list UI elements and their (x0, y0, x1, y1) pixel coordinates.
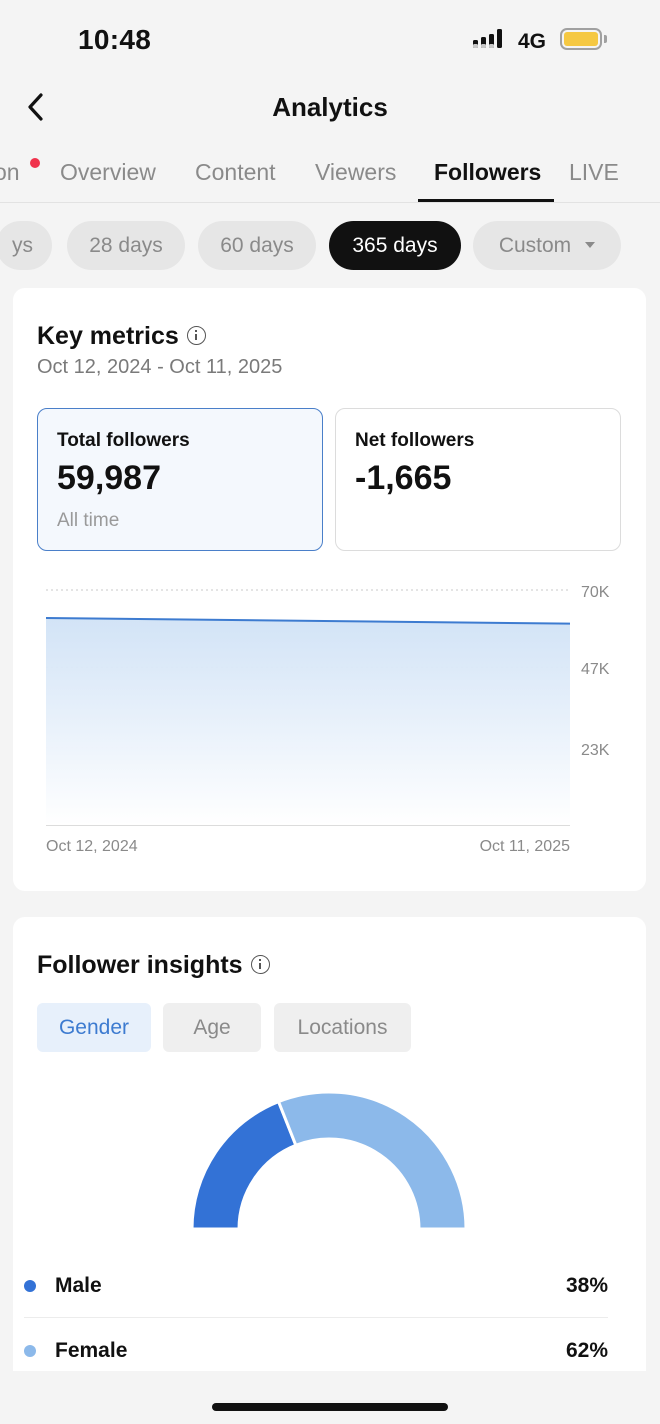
metric-sub: All time (57, 510, 120, 531)
analytics-tabs: on Overview Content Viewers Followers LI… (0, 145, 660, 203)
tab-viewers[interactable]: Viewers (315, 159, 397, 185)
info-icon[interactable] (250, 954, 270, 974)
range-chip-60-days[interactable]: 60 days (198, 221, 316, 270)
signal-icon (473, 28, 509, 48)
followers-chart[interactable]: 70K 47K 23K Oct 12, 2024 Oct 11, 2025 (13, 568, 646, 858)
home-indicator[interactable] (212, 1403, 448, 1411)
y-tick-label: 23K (581, 742, 610, 759)
y-tick-label: 70K (581, 584, 610, 601)
x-tick-label: Oct 11, 2025 (480, 838, 571, 855)
home-bar-area (0, 1371, 660, 1424)
metric-total-followers[interactable]: Total followers 59,987 All time (37, 408, 323, 551)
insight-tab-age[interactable]: Age (163, 1003, 261, 1052)
insight-tab-gender[interactable]: Gender (37, 1003, 151, 1052)
tab-live[interactable]: LIVE (569, 159, 619, 185)
info-icon[interactable] (186, 325, 206, 345)
range-chip-custom[interactable]: Custom (473, 221, 621, 270)
notification-dot (30, 158, 40, 168)
range-chip-7-days[interactable]: ys (0, 221, 52, 270)
x-tick-label: Oct 12, 2024 (46, 838, 138, 855)
metric-value: 59,987 (57, 459, 161, 497)
legend-name: Male (55, 1274, 102, 1297)
date-range: Oct 12, 2024 - Oct 11, 2025 (37, 356, 283, 378)
metric-net-followers[interactable]: Net followers -1,665 (335, 408, 621, 551)
legend-row-male: Male 38% (24, 1261, 608, 1311)
battery-icon (560, 28, 602, 50)
chevron-left-icon (28, 93, 43, 121)
follower-insights-card: Follower insights Gender Age Locations (13, 917, 646, 1387)
legend-dot (24, 1345, 36, 1357)
legend-value: 62% (565, 1339, 608, 1362)
back-button[interactable] (22, 90, 56, 124)
metric-value: -1,665 (355, 459, 452, 497)
tab-content[interactable]: Content (195, 159, 276, 185)
y-tick-label: 47K (581, 661, 610, 678)
network-type: 4G (518, 30, 547, 53)
legend-name: Female (55, 1339, 128, 1362)
status-time: 10:48 (78, 24, 152, 55)
series-area (46, 618, 570, 825)
battery-cap (604, 35, 607, 43)
status-bar: 10:48 4G (0, 0, 660, 80)
legend-row-female: Female 62% (24, 1326, 608, 1376)
donut-slice-female (276, 1090, 468, 1231)
tab-followers[interactable]: Followers (434, 159, 542, 185)
caret-down-icon (585, 241, 596, 248)
key-metrics-card: Key metrics Oct 12, 2024 - Oct 11, 2025 … (13, 288, 646, 891)
legend-value: 38% (565, 1274, 608, 1297)
key-metrics-title: Key metrics (37, 322, 206, 351)
legend-dot (24, 1280, 36, 1292)
range-chip-28-days[interactable]: 28 days (67, 221, 185, 270)
range-chip-365-days[interactable]: 365 days (329, 221, 461, 270)
gender-donut-chart[interactable] (179, 1082, 479, 1242)
series-line (45, 617, 571, 625)
donut-slice-male (190, 1099, 298, 1231)
divider (24, 1317, 608, 1318)
page-title: Analytics (272, 92, 388, 122)
metric-label: Net followers (355, 430, 475, 451)
insight-tab-locations[interactable]: Locations (274, 1003, 411, 1052)
metric-label: Total followers (57, 430, 190, 451)
tab-overview[interactable]: Overview (60, 159, 156, 185)
tab-inspiration[interactable]: on (0, 159, 20, 185)
active-tab-indicator (418, 199, 554, 202)
follower-insights-title: Follower insights (37, 951, 270, 980)
